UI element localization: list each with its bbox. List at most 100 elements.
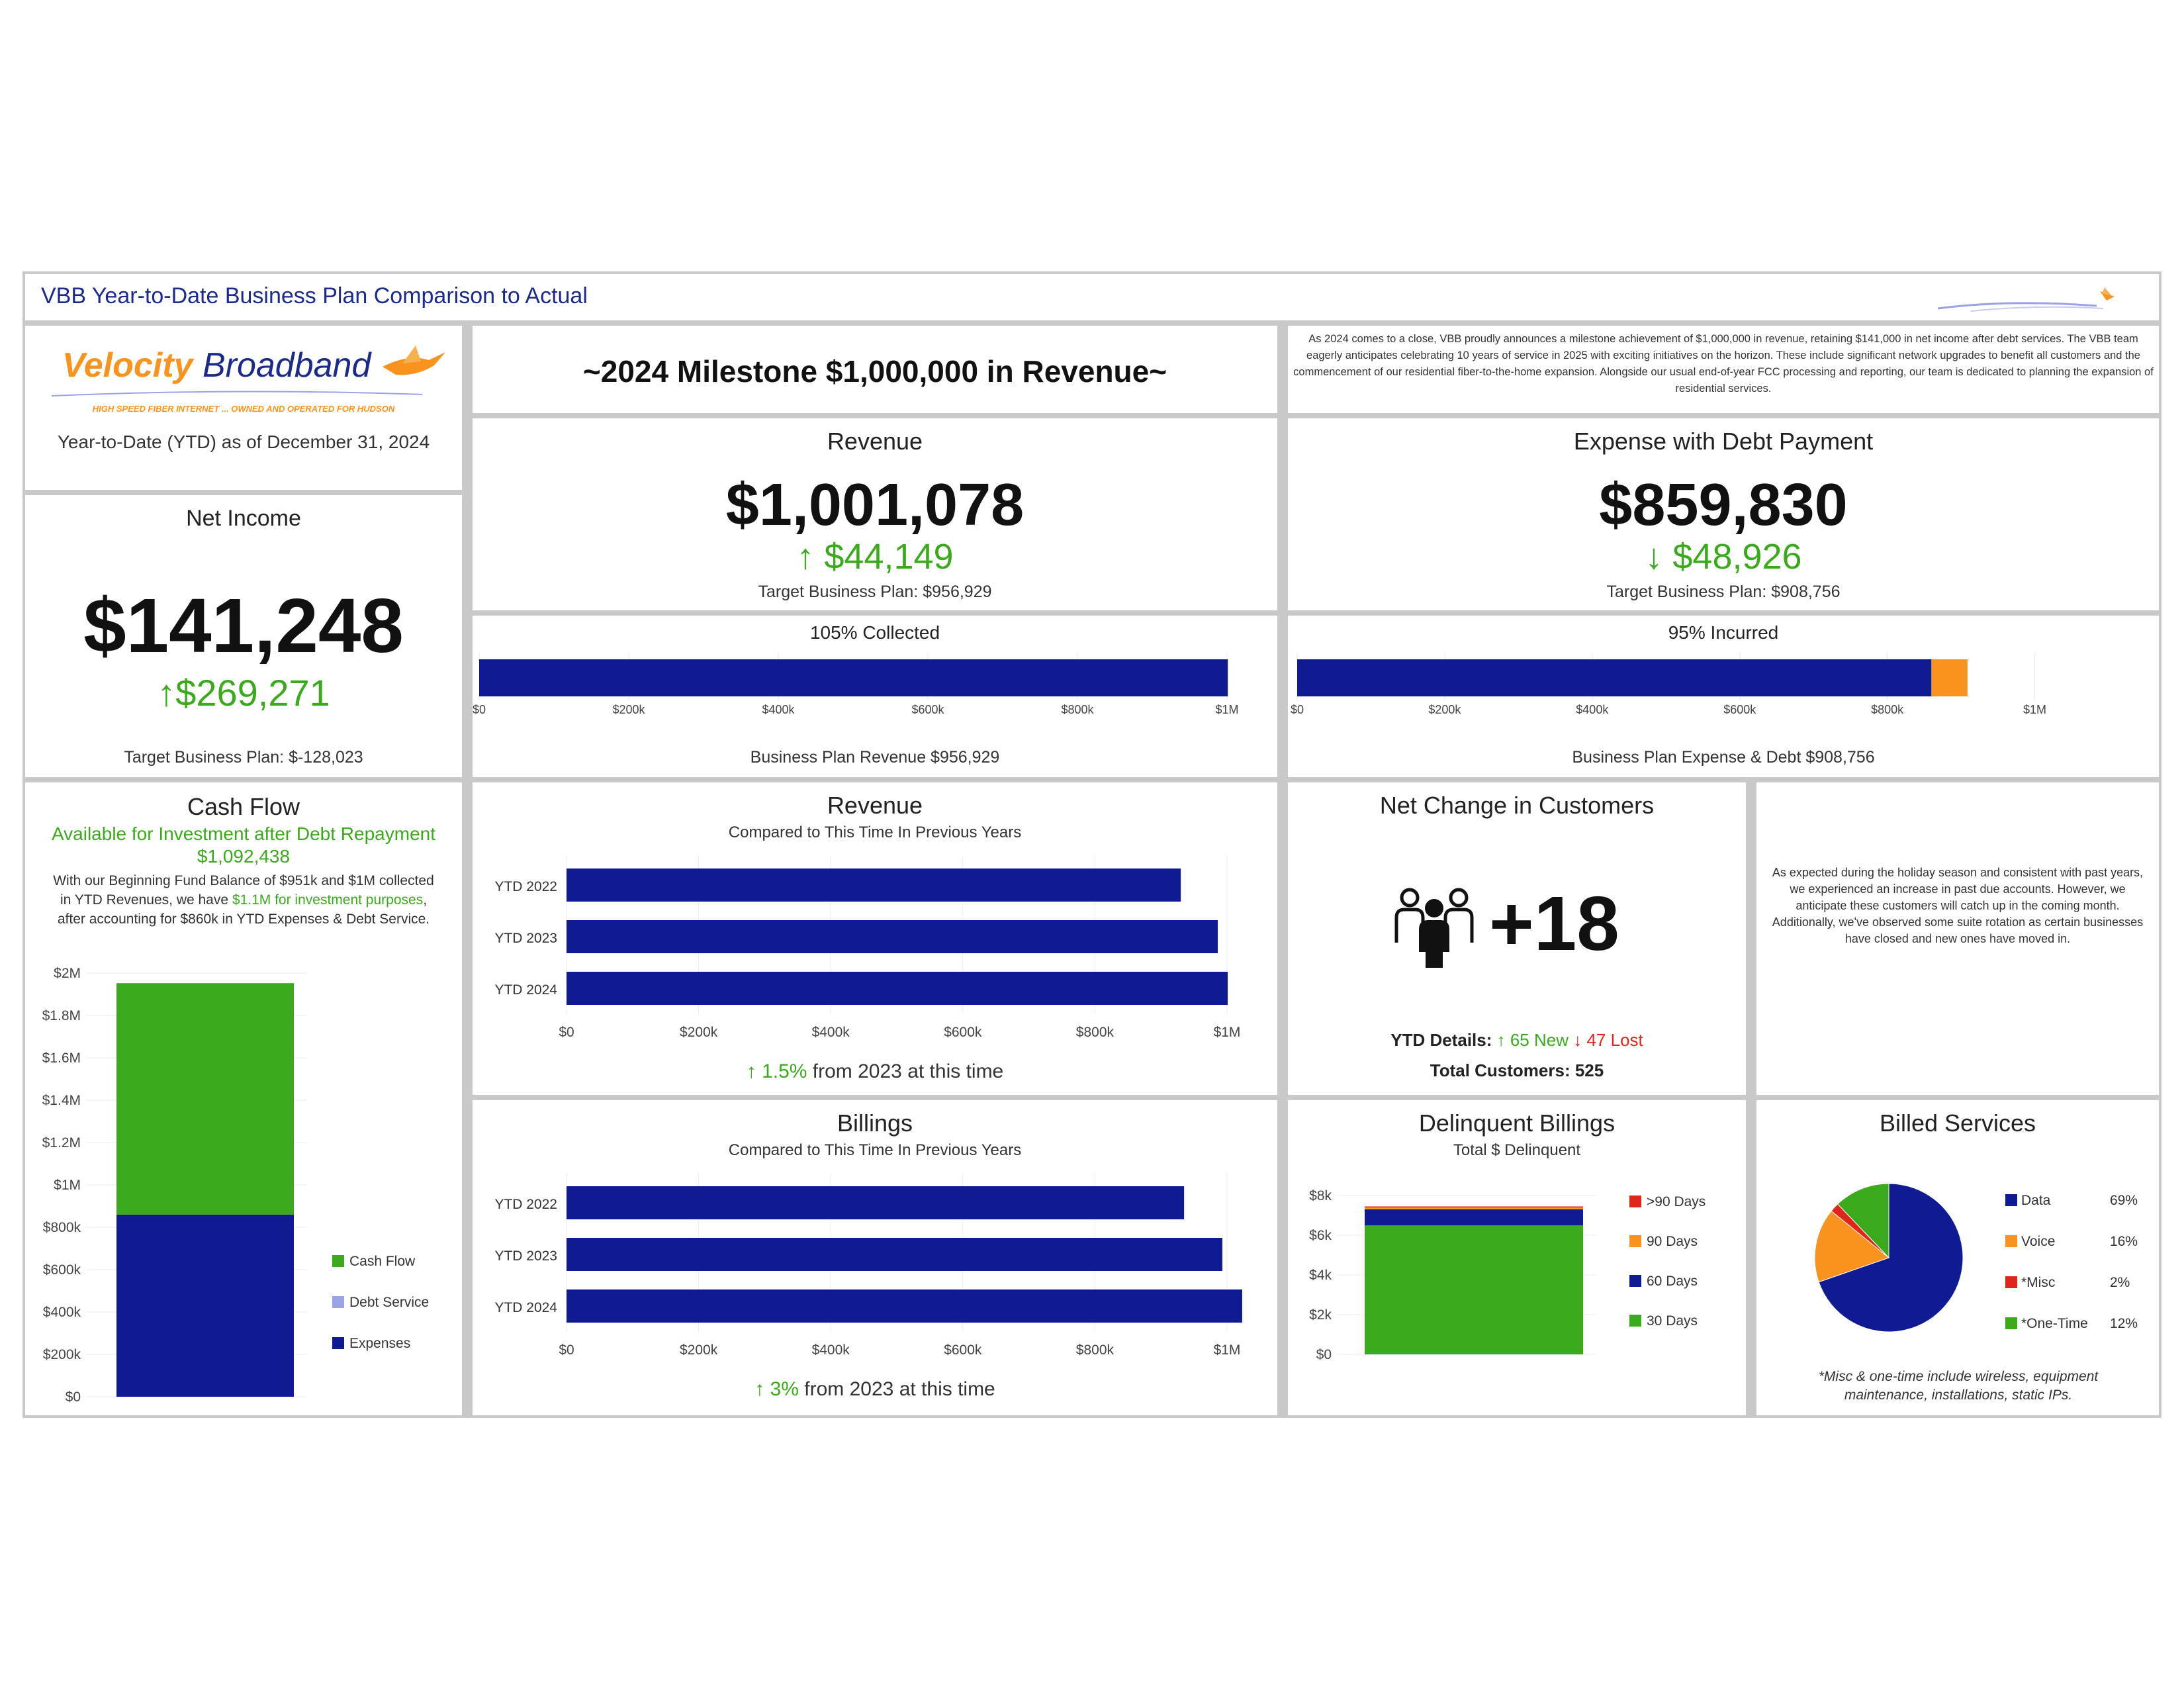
- incurred-footer: Business Plan Expense & Debt $908,756: [1572, 748, 1875, 767]
- cash-flow-amount: $1,092,438: [197, 846, 291, 867]
- x-tick-label: $400k: [812, 1025, 850, 1040]
- pie-slice-voice: [1814, 1210, 1890, 1283]
- expense-kpi-target: Target Business Plan: $908,756: [1606, 583, 1841, 601]
- customers-panel: Net Change in Customers +18 YTD Details:…: [1288, 782, 1746, 1095]
- delinquent-title: Delinquent Billings: [1418, 1109, 1615, 1137]
- revenue-years-title: Revenue: [827, 792, 923, 819]
- bird-logo-icon: [1937, 287, 2115, 312]
- billings-years-title: Billings: [837, 1109, 913, 1137]
- bar-ytd-2024: [567, 972, 1228, 1005]
- incurred-panel: 95% Incurred $0 $200k $400k $600k $800k $1M B…: [1288, 616, 2159, 777]
- billings-years-panel: Billings Compared to This Time In Previo…: [473, 1100, 1277, 1415]
- customers-total: Total Customers: 525: [1430, 1060, 1604, 1080]
- bar-expense: [1297, 659, 1932, 696]
- delinquent-subtitle: Total $ Delinquent: [1453, 1141, 1581, 1159]
- legend-label: *One-Time: [2021, 1316, 2088, 1331]
- dashboard-header: VBB Year-to-Date Business Plan Compariso…: [25, 274, 2159, 320]
- x-tick-label: $600k: [944, 1025, 982, 1040]
- as-of-date: Year-to-Date (YTD) as of December 31, 20…: [57, 432, 430, 452]
- y-tick-label: $2M: [54, 966, 81, 981]
- x-tick-label: $0: [559, 1025, 574, 1040]
- customers-title: Net Change in Customers: [1379, 792, 1655, 819]
- announcement-text: As 2024 comes to a close, VBB proudly an…: [1293, 333, 2154, 395]
- legend-pct: 16%: [2110, 1234, 2138, 1249]
- bar-ytd-2023: [567, 920, 1218, 953]
- legend-label: *Misc: [2021, 1275, 2055, 1290]
- y-tick-label: $6k: [1309, 1228, 1332, 1243]
- company-logo: Velocity Broadband: [62, 346, 371, 385]
- y-tick-label: $0: [66, 1389, 81, 1405]
- logo-panel: Velocity Broadband HIGH SPEED FIBER INTE…: [25, 326, 462, 490]
- y-tick-label: $8k: [1309, 1188, 1332, 1203]
- lost-customers: ↓ 47 Lost: [1573, 1030, 1643, 1050]
- cash-flow-panel: Cash Flow Available for Investment after…: [25, 782, 462, 1415]
- expense-kpi-title: Expense with Debt Payment: [1573, 428, 1874, 455]
- y-category-label: YTD 2022: [494, 879, 557, 894]
- customers-net-change: +18: [1489, 880, 1619, 966]
- legend-label: 30 Days: [1647, 1313, 1698, 1329]
- x-tick-label: $1M: [2023, 703, 2046, 716]
- x-tick-label: $200k: [680, 1025, 718, 1040]
- legend-swatch: [2005, 1194, 2017, 1206]
- revenue-years-subtitle: Compared to This Time In Previous Years: [728, 823, 1022, 841]
- net-income-panel: Net Income $141,248 ↑$269,271 Target Bus…: [25, 495, 462, 777]
- y-tick-label: $800k: [43, 1220, 81, 1235]
- cash-flow-title: Cash Flow: [187, 793, 300, 820]
- x-tick-label: $1M: [1215, 703, 1238, 716]
- revenue-kpi-value: $1,001,078: [725, 472, 1024, 538]
- x-tick-label: $800k: [1871, 703, 1904, 716]
- x-tick-label: $1M: [1214, 1342, 1241, 1358]
- x-tick-label: $800k: [1076, 1342, 1115, 1358]
- ytd-details-label: YTD Details:: [1390, 1030, 1492, 1050]
- y-tick-label: $1.2M: [42, 1135, 81, 1150]
- pie-slice-onetime: [1837, 1183, 1889, 1259]
- legend-pct: 2%: [2110, 1275, 2130, 1290]
- bar-segment-90-days: [1365, 1207, 1583, 1209]
- legend-pct: 12%: [2110, 1316, 2138, 1331]
- bar-segment-60-days: [1365, 1209, 1583, 1225]
- billed-services-title: Billed Services: [1879, 1109, 2036, 1137]
- x-tick-label: $800k: [1076, 1025, 1115, 1040]
- legend-swatch: [1629, 1196, 1641, 1207]
- x-tick-label: $400k: [762, 703, 795, 716]
- billings-years-chart: $0 $200k $400k $600k $800k $1M YTD 2022 YTD 202…: [494, 1173, 1242, 1358]
- bar-ytd-2022: [567, 868, 1181, 902]
- revenue-kpi-target: Target Business Plan: $956,929: [758, 583, 992, 601]
- y-tick-label: $1.6M: [42, 1051, 81, 1066]
- y-tick-label: $0: [1316, 1347, 1332, 1362]
- legend-label: 90 Days: [1647, 1234, 1698, 1249]
- milestone-text: ~2024 Milestone $1,000,000 in Revenue~: [582, 354, 1167, 389]
- y-tick-label: $2k: [1309, 1307, 1332, 1323]
- logo-word-broadband: Broadband: [193, 346, 371, 385]
- bar-ytd-2022: [567, 1186, 1185, 1219]
- legend-swatch: [2005, 1276, 2017, 1288]
- incurred-title: 95% Incurred: [1668, 622, 1779, 643]
- dashboard-title: VBB Year-to-Date Business Plan Compariso…: [41, 283, 588, 308]
- delinquent-panel: Delinquent Billings Total $ Delinquent $…: [1288, 1100, 1746, 1415]
- y-tick-label: $4k: [1309, 1268, 1332, 1283]
- announcement-panel: As 2024 comes to a close, VBB proudly an…: [1288, 326, 2159, 413]
- x-tick-label: $1M: [1214, 1025, 1241, 1040]
- bar-segment-expenses: [116, 1214, 294, 1397]
- legend-label: >90 Days: [1647, 1194, 1706, 1209]
- revenue-years-footer: ↑ 1.5% from 2023 at this time: [473, 1060, 1277, 1083]
- x-tick-label: $800k: [1061, 703, 1094, 716]
- legend-swatch: [332, 1337, 344, 1349]
- billings-growth-text: from 2023 at this time: [798, 1378, 995, 1400]
- logo-tagline: HIGH SPEED FIBER INTERNET ... OWNED AND …: [92, 404, 395, 414]
- expense-kpi-change: ↓ $48,926: [1645, 537, 1802, 577]
- legend-swatch: [2005, 1317, 2017, 1329]
- billed-services-footnote: *Misc & one-time include wireless, equip…: [1818, 1369, 2099, 1403]
- cash-flow-desc-highlight: $1.1M for investment purposes: [232, 892, 424, 908]
- collected-footer: Business Plan Revenue $956,929: [750, 748, 1000, 767]
- legend-label: Voice: [2021, 1234, 2055, 1249]
- new-customers: ↑ 65 New: [1496, 1030, 1569, 1050]
- legend-pct: 69%: [2110, 1193, 2138, 1208]
- revenue-kpi-change: ↑ $44,149: [796, 537, 954, 577]
- legend-swatch: [1629, 1315, 1641, 1327]
- x-tick-label: $200k: [680, 1342, 718, 1358]
- y-category-label: YTD 2024: [494, 1300, 557, 1315]
- milestone-panel: ~2024 Milestone $1,000,000 in Revenue~: [473, 326, 1277, 413]
- legend-swatch: [2005, 1235, 2017, 1247]
- revenue-kpi-panel: Revenue $1,001,078 ↑ $44,149 Target Busi…: [473, 418, 1277, 610]
